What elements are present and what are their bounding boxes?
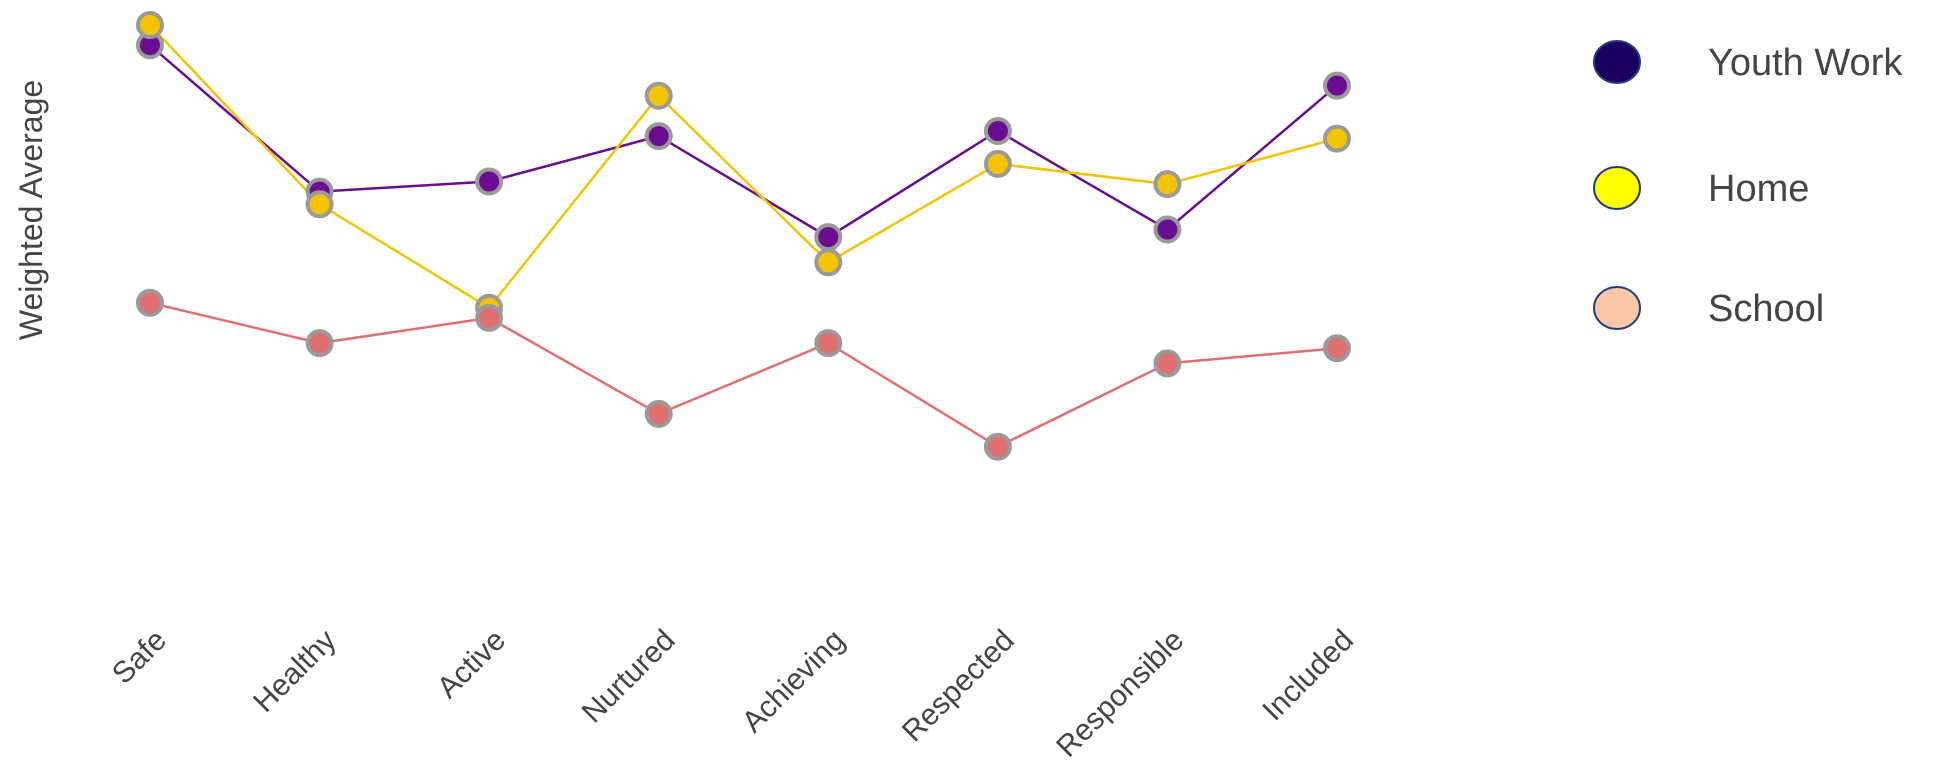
- series-line-home: [149, 24, 1338, 310]
- data-point-school-healthy: [305, 329, 334, 358]
- x-tick-label-healthy: Healthy: [247, 624, 342, 719]
- data-point-home-responsible: [1153, 170, 1182, 199]
- data-point-school-active: [475, 303, 504, 332]
- series-lines: [149, 24, 1338, 449]
- x-tick-labels: Safe Healthy Active Nurtured Achieving Respec…: [106, 624, 1360, 764]
- data-point-home-safe: [136, 11, 164, 39]
- data-point-home-achieving: [814, 248, 843, 277]
- data-point-school-safe: [136, 288, 164, 317]
- legend-label-home: Home: [1708, 168, 1809, 210]
- data-point-home-included: [1323, 124, 1351, 153]
- data-point-school-included: [1323, 334, 1351, 363]
- data-point-school-achieving: [814, 329, 843, 358]
- series-markers: [136, 11, 1351, 461]
- x-tick-label-nurtured: Nurtured: [576, 624, 682, 730]
- legend-swatch-youth-work: [1593, 40, 1641, 84]
- legend-label-youth-work: Youth Work: [1708, 42, 1903, 84]
- legend: Youth Work Home School: [1593, 40, 1903, 330]
- data-point-youth-work-achieving: [814, 223, 843, 252]
- series-line-youth-work: [149, 44, 1338, 239]
- data-point-youth-work-respected: [983, 117, 1012, 145]
- data-point-school-nurtured: [644, 399, 673, 428]
- y-axis-label: Weighted Average: [13, 80, 49, 340]
- data-point-youth-work-included: [1323, 71, 1351, 100]
- series-line-school: [149, 301, 1338, 449]
- x-tick-label-respected: Respected: [896, 624, 1021, 749]
- x-tick-label-achieving: Achieving: [736, 624, 851, 739]
- data-point-home-respected: [983, 149, 1012, 178]
- data-point-home-nurtured: [644, 81, 673, 110]
- data-point-school-respected: [983, 432, 1012, 461]
- legend-swatch-school: [1593, 286, 1641, 330]
- x-tick-label-responsible: Responsible: [1050, 624, 1190, 764]
- data-point-youth-work-nurtured: [644, 122, 673, 151]
- data-point-youth-work-active: [475, 167, 504, 196]
- legend-label-school: School: [1708, 288, 1824, 330]
- legend-swatch-home: [1593, 166, 1641, 210]
- data-point-youth-work-responsible: [1153, 215, 1182, 244]
- x-tick-label-active: Active: [431, 624, 512, 705]
- x-tick-label-included: Included: [1256, 624, 1360, 728]
- data-point-school-responsible: [1153, 349, 1182, 378]
- data-point-home-healthy: [305, 190, 334, 219]
- x-tick-label-safe: Safe: [106, 624, 173, 691]
